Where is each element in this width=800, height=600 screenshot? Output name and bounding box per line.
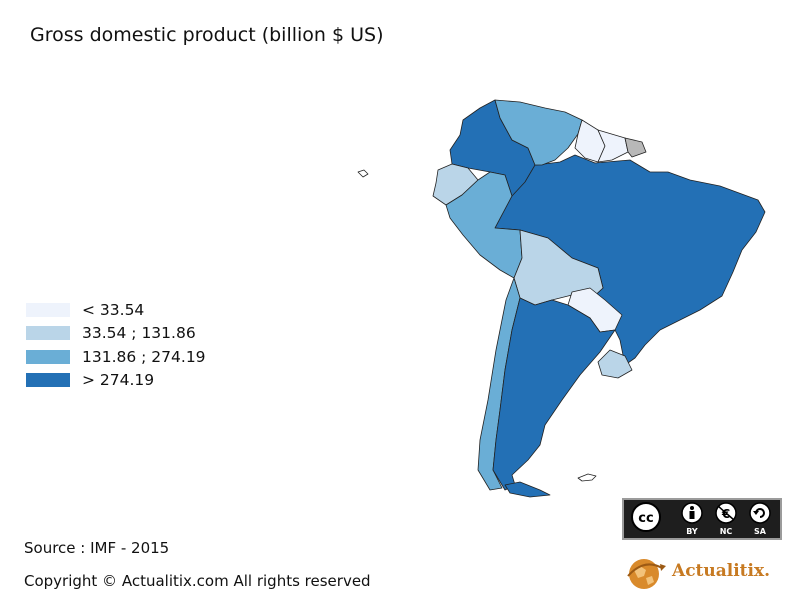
- legend-label: > 274.19: [82, 371, 155, 390]
- country-argentina: [492, 297, 616, 491]
- license-label: BY: [686, 527, 698, 536]
- source-note: Source : IMF - 2015: [24, 539, 170, 557]
- sa-icon: [749, 502, 771, 524]
- cc-license-badge[interactable]: cc € BY NC SA: [622, 498, 782, 540]
- legend-label: < 33.54: [82, 300, 145, 319]
- legend-swatch: [26, 326, 70, 341]
- actualitix-logo[interactable]: Actualitix.: [622, 552, 798, 592]
- by-icon: [681, 502, 703, 524]
- cc-badge-graphic: cc € BY NC SA: [631, 502, 771, 536]
- legend-item: 131.86 ; 274.19: [26, 345, 206, 369]
- country-tierra-del-fuego: [504, 481, 551, 498]
- license-label: NC: [720, 527, 733, 536]
- map-title: Gross domestic product (billion $ US): [30, 24, 384, 46]
- license-label: SA: [754, 527, 767, 536]
- copyright-note: Copyright © Actualitix.com All rights re…: [24, 572, 371, 590]
- falkland-islands: [577, 473, 597, 482]
- nc-icon: €: [715, 502, 737, 524]
- legend-swatch: [26, 302, 70, 317]
- country-uruguay: [597, 349, 633, 379]
- map-legend: < 33.54 33.54 ; 131.86 131.86 ; 274.19 >…: [26, 298, 206, 392]
- galapagos-islands: [357, 169, 369, 178]
- legend-swatch: [26, 373, 70, 388]
- country-venezuela: [494, 99, 583, 166]
- cc-icon: cc: [631, 502, 661, 532]
- legend-swatch: [26, 349, 70, 364]
- country-french-guiana: [624, 137, 647, 158]
- legend-item: > 274.19: [26, 369, 206, 393]
- brand-name: Actualitix.: [672, 561, 771, 581]
- legend-label: 131.86 ; 274.19: [82, 347, 206, 366]
- legend-item: 33.54 ; 131.86: [26, 322, 206, 346]
- globe-icon: [627, 559, 666, 589]
- legend-label: 33.54 ; 131.86: [82, 324, 196, 343]
- svg-text:cc: cc: [638, 511, 653, 526]
- legend-item: < 33.54: [26, 298, 206, 322]
- svg-text:€: €: [721, 507, 730, 521]
